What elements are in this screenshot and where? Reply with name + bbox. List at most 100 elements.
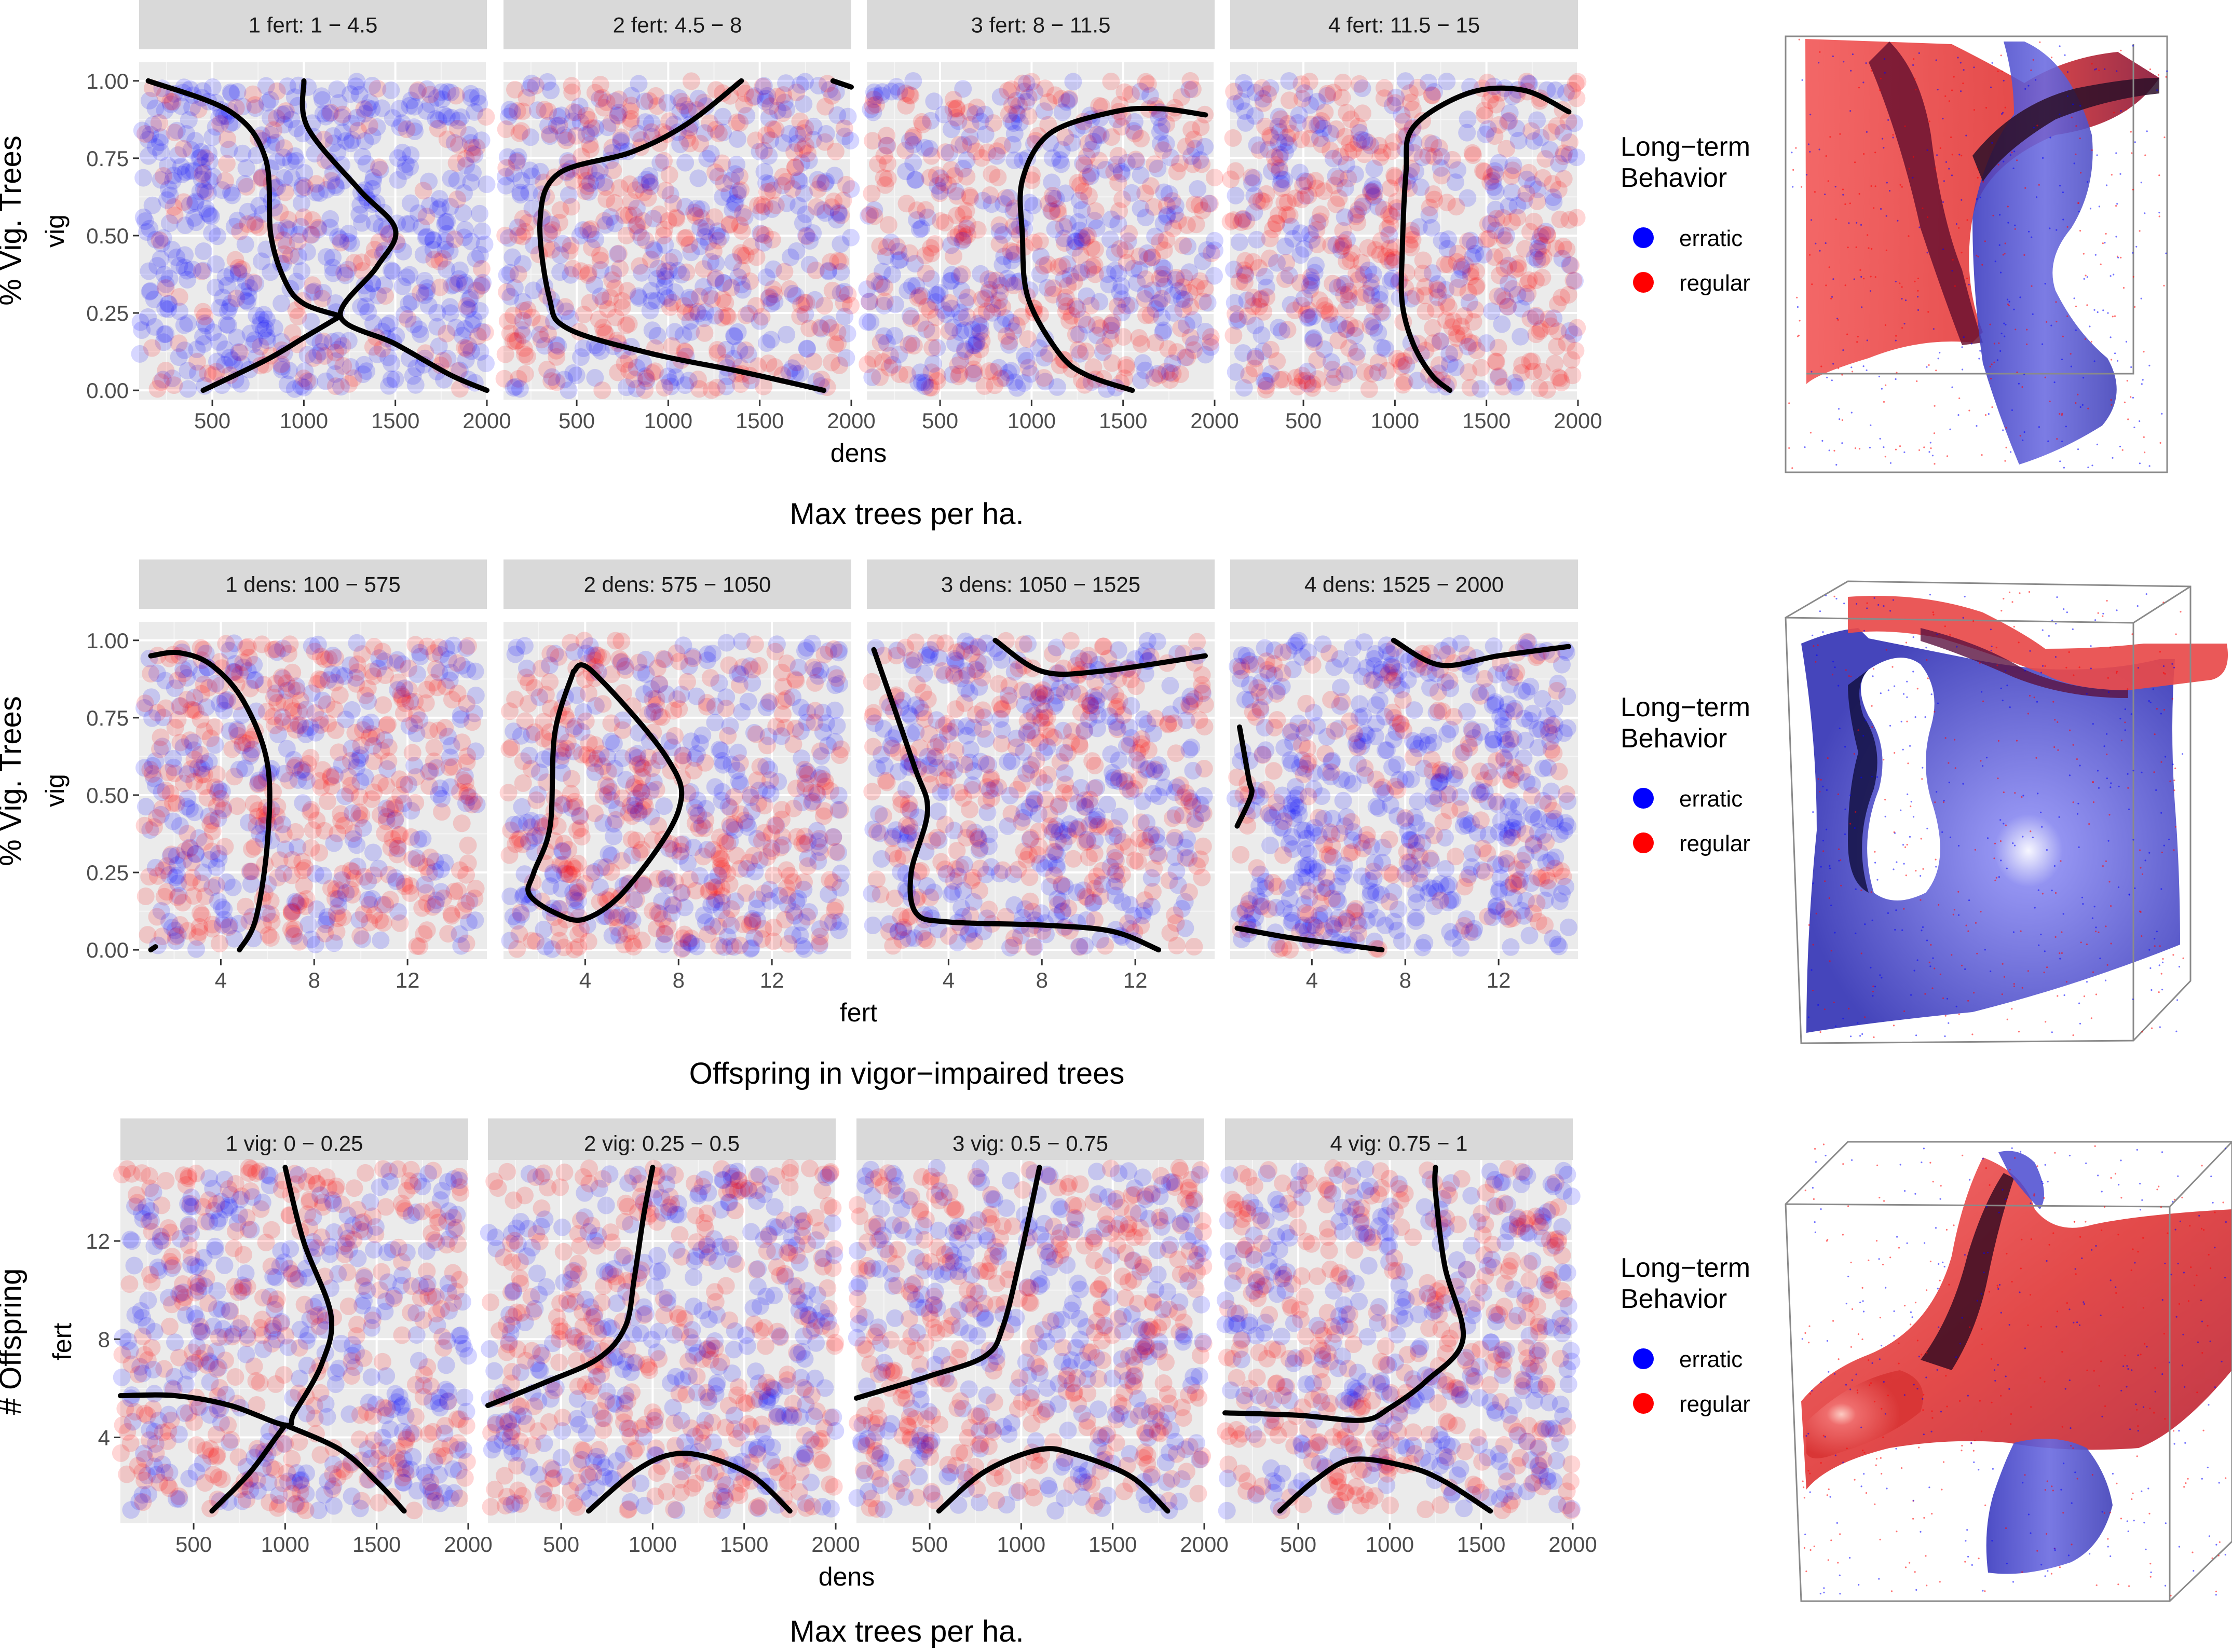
point-erratic xyxy=(402,292,420,310)
y-tick-label: 0.50 xyxy=(86,783,129,808)
facet-strip-label: 1 fert: 1 − 4.5 xyxy=(249,13,378,37)
point-erratic xyxy=(454,204,472,222)
point-erratic xyxy=(541,748,559,766)
point-erratic xyxy=(1446,173,1464,192)
point-erratic xyxy=(805,117,823,135)
point-erratic xyxy=(1493,315,1511,333)
point-erratic xyxy=(343,131,361,149)
point-erratic xyxy=(405,118,423,136)
x-tick-label: 1000 xyxy=(280,408,328,433)
point-erratic xyxy=(203,224,221,242)
point-erratic xyxy=(186,132,204,150)
point-regular xyxy=(1111,240,1129,258)
point-erratic xyxy=(186,194,204,212)
point-erratic xyxy=(174,738,193,756)
point-erratic xyxy=(441,242,459,261)
point-erratic xyxy=(389,171,407,189)
point-erratic xyxy=(1091,293,1109,311)
point-regular xyxy=(917,264,935,282)
point-regular xyxy=(547,342,565,360)
point-erratic xyxy=(424,240,442,258)
point-erratic xyxy=(801,232,819,250)
point-regular xyxy=(953,265,971,283)
facet-strip-label: 1 dens: 100 − 575 xyxy=(225,572,400,597)
point-erratic xyxy=(1550,155,1568,173)
point-erratic xyxy=(552,106,570,125)
point-erratic xyxy=(236,235,254,253)
point-erratic xyxy=(1180,263,1199,281)
point-erratic xyxy=(730,772,748,790)
x-tick-label: 1500 xyxy=(736,408,784,433)
point-regular xyxy=(1316,301,1335,319)
point-erratic xyxy=(342,134,360,153)
point-regular xyxy=(562,634,579,652)
point-regular xyxy=(704,242,723,260)
point-regular xyxy=(1168,162,1186,181)
point-erratic xyxy=(645,242,663,260)
point-regular xyxy=(1338,104,1356,121)
point-regular xyxy=(349,121,367,140)
x-tick-label: 2000 xyxy=(462,408,511,433)
point-regular xyxy=(991,283,1009,302)
point-regular xyxy=(219,130,237,148)
point-erratic xyxy=(369,660,387,678)
point-erratic xyxy=(602,732,620,750)
point-erratic xyxy=(574,339,592,358)
point-regular xyxy=(579,266,597,284)
point-erratic xyxy=(814,703,832,721)
point-erratic xyxy=(644,703,662,721)
point-erratic xyxy=(1075,722,1093,740)
point-erratic xyxy=(1299,309,1317,327)
point-erratic xyxy=(170,348,188,366)
point-regular xyxy=(217,635,235,653)
point-erratic xyxy=(472,131,491,149)
point-regular xyxy=(1118,359,1136,377)
point-regular xyxy=(758,183,777,201)
point-erratic xyxy=(200,144,218,162)
point-regular xyxy=(715,174,733,193)
point-regular xyxy=(467,880,485,898)
y-tick-label: 0.25 xyxy=(86,301,129,325)
point-erratic xyxy=(278,375,296,393)
point-erratic xyxy=(355,356,373,374)
point-regular xyxy=(508,940,526,958)
point-erratic xyxy=(400,295,418,313)
point-erratic xyxy=(238,293,256,311)
point-erratic xyxy=(336,266,355,284)
point-regular xyxy=(1043,187,1061,204)
point-erratic xyxy=(466,103,484,121)
point-regular xyxy=(1185,341,1203,359)
point-regular xyxy=(390,770,409,788)
point-regular xyxy=(586,804,604,823)
point-regular xyxy=(345,369,362,387)
point-regular xyxy=(663,337,681,355)
point-regular xyxy=(171,916,189,934)
point-regular xyxy=(876,292,894,310)
point-erratic xyxy=(298,346,317,364)
point-regular xyxy=(316,924,334,943)
point-erratic xyxy=(176,163,195,181)
point-regular xyxy=(1346,319,1365,337)
point-erratic xyxy=(197,200,215,218)
point-regular xyxy=(971,859,989,878)
point-regular xyxy=(476,323,494,342)
point-erratic xyxy=(194,262,212,280)
point-erratic xyxy=(302,312,320,331)
point-regular xyxy=(304,821,322,839)
point-erratic xyxy=(369,286,387,305)
point-erratic xyxy=(947,719,965,737)
point-regular xyxy=(1447,198,1465,216)
point-regular xyxy=(780,935,798,953)
point-erratic xyxy=(273,361,291,379)
point-regular xyxy=(914,115,932,133)
point-erratic xyxy=(761,892,779,910)
point-erratic xyxy=(324,249,342,266)
point-erratic xyxy=(1134,354,1152,372)
x-axis: 500 1000 1500 2000 xyxy=(1285,400,1602,433)
point-erratic xyxy=(317,248,335,266)
point-erratic xyxy=(1487,182,1505,200)
point-erratic xyxy=(412,218,430,236)
point-erratic xyxy=(1142,869,1161,887)
point-regular xyxy=(1313,135,1331,154)
